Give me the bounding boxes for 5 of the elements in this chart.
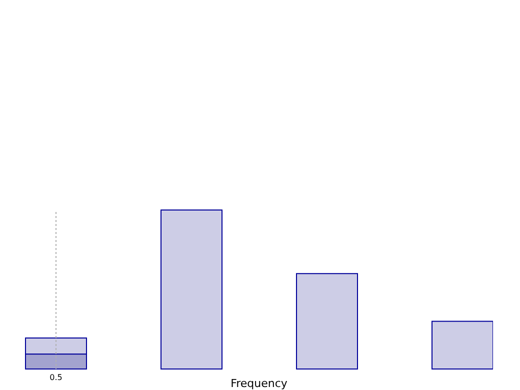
bar: [296, 273, 358, 370]
bar: [160, 210, 222, 370]
x-axis-title: Frequency: [230, 377, 288, 390]
x-tick-label: 0.5: [50, 373, 62, 382]
bar: [432, 320, 493, 370]
